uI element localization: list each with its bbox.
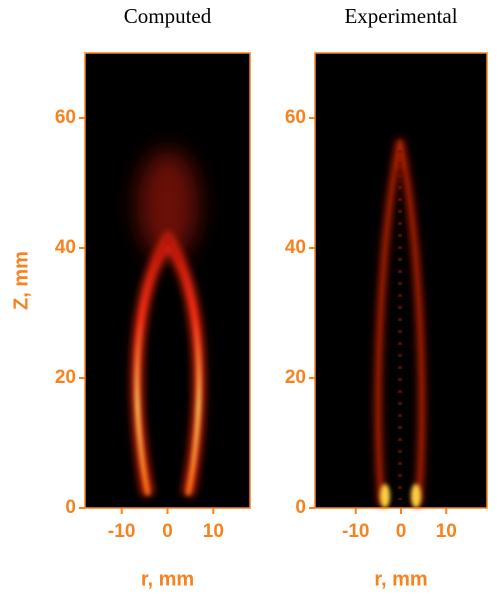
plot-background <box>85 53 250 508</box>
y-axis-label: Z, mm <box>10 251 32 310</box>
glow <box>138 150 198 260</box>
y-tick-label: 60 <box>55 107 76 128</box>
y-tick-label: 20 <box>55 367 76 388</box>
plot-background <box>315 53 487 508</box>
x-tick-label: 10 <box>436 521 457 542</box>
x-tick-label: -10 <box>108 521 135 542</box>
y-tick-label: 0 <box>65 497 76 518</box>
x-axis-label: r, mm <box>141 568 194 590</box>
flame-front <box>135 236 201 496</box>
x-tick-label: 0 <box>162 521 173 542</box>
y-tick-label: 40 <box>55 237 76 258</box>
computed-panel <box>85 53 250 508</box>
flame-front <box>377 139 423 506</box>
experimental-panel <box>315 53 487 508</box>
x-tick-label: 10 <box>203 521 224 542</box>
bright-spot <box>380 484 390 508</box>
y-tick-label: 0 <box>295 497 306 518</box>
y-tick-label: 40 <box>285 237 306 258</box>
bright-spot <box>411 484 421 508</box>
x-axis-label: r, mm <box>374 568 427 590</box>
x-tick-label: 0 <box>396 521 407 542</box>
panel-title: Experimental <box>344 4 457 28</box>
x-tick-label: -10 <box>342 521 369 542</box>
y-tick-label: 60 <box>285 107 306 128</box>
y-tick-label: 20 <box>285 367 306 388</box>
panel-title: Computed <box>124 4 212 28</box>
